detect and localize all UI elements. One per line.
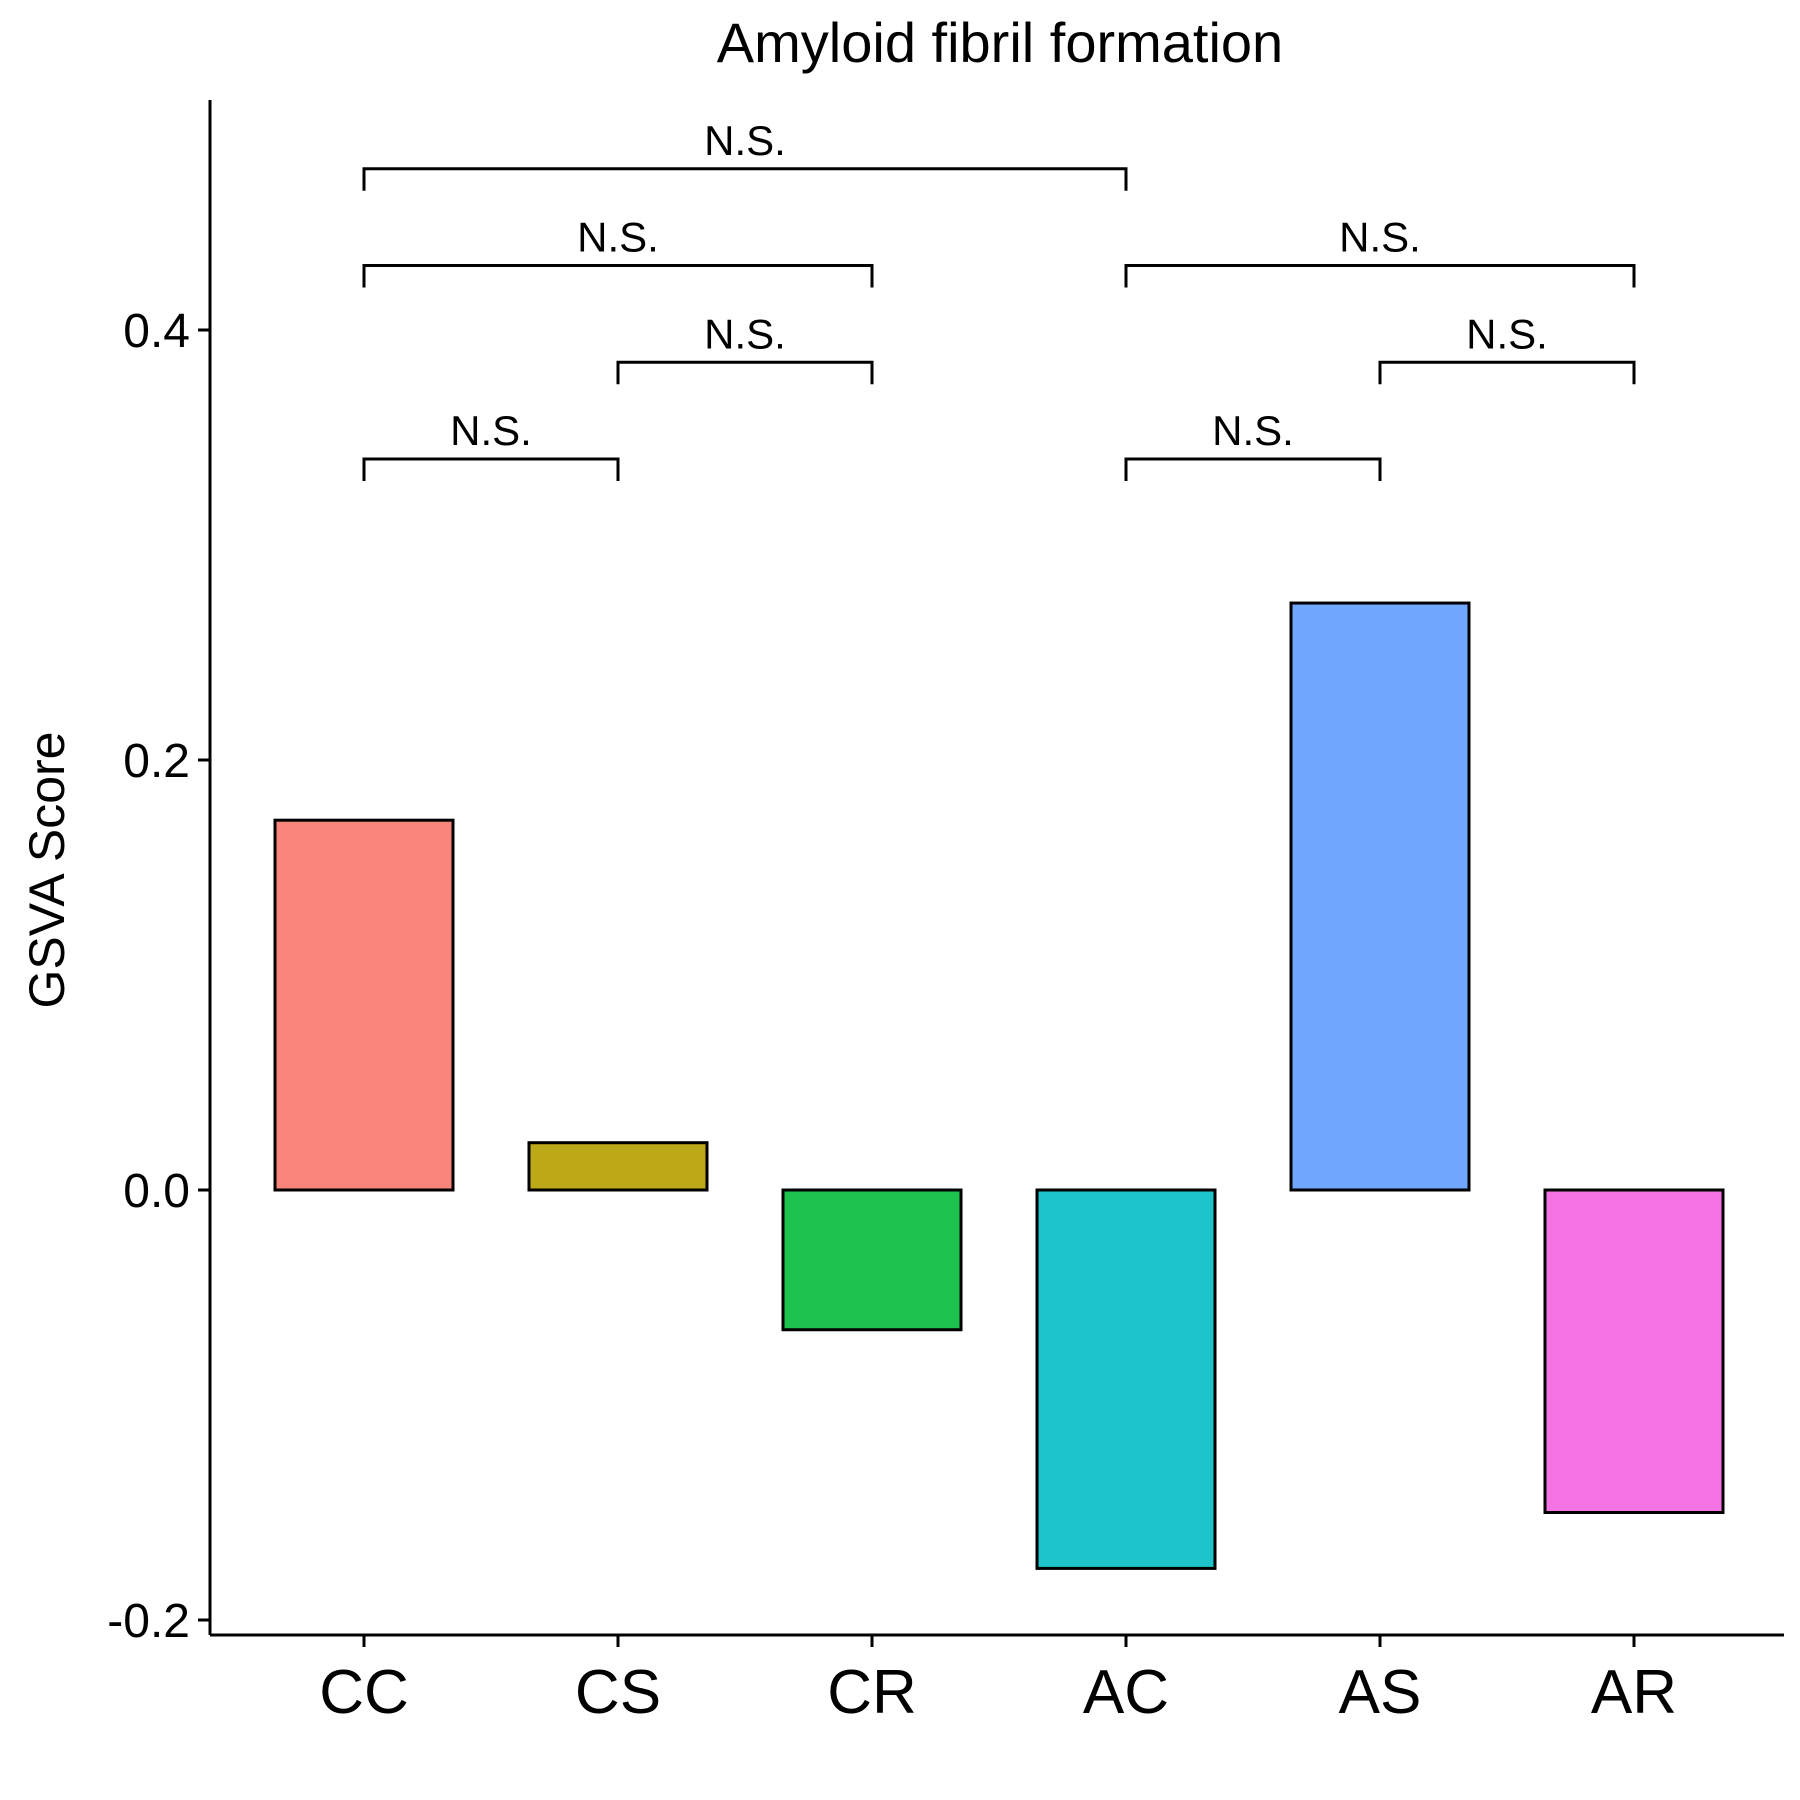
- significance-bracket: [362, 264, 874, 288]
- significance-bracket: [616, 360, 874, 385]
- y-axis-label: GSVA Score: [19, 732, 75, 1009]
- bar-cr: [781, 1188, 963, 1332]
- significance-label: N.S.: [1212, 407, 1294, 454]
- significance-label: N.S.: [704, 310, 786, 357]
- bar-ar: [1543, 1188, 1725, 1514]
- y-tick-label: -0.2: [107, 1595, 190, 1648]
- bar-as: [1289, 601, 1471, 1192]
- chart-title: Amyloid fibril formation: [717, 11, 1283, 74]
- significance-label: N.S.: [577, 214, 659, 261]
- x-tick-label: CC: [319, 1658, 409, 1727]
- significance-bracket: [362, 457, 620, 481]
- significance-bracket: [1124, 264, 1636, 288]
- significance-label: N.S.: [704, 117, 786, 164]
- y-tick-label: 0.0: [123, 1165, 190, 1218]
- significance-bracket: [1378, 360, 1636, 385]
- x-tick-label: AR: [1591, 1658, 1677, 1727]
- x-tick-label: AC: [1083, 1658, 1169, 1727]
- bar-ac: [1035, 1188, 1217, 1570]
- x-tick-label: CS: [575, 1658, 661, 1727]
- x-tick-label: CR: [827, 1658, 917, 1727]
- significance-bracket: [362, 167, 1128, 191]
- significance-label: N.S.: [1339, 214, 1421, 261]
- significance-bracket: [1124, 457, 1382, 481]
- bar-cs: [527, 1141, 709, 1192]
- plot-area: -0.2 0.0 0.2 0.4 CC CS CR AC AS AR N.S. N.S. N.S. N.S…: [107, 100, 1784, 1727]
- bar-cc: [273, 818, 455, 1192]
- significance-label: N.S.: [450, 407, 532, 454]
- x-tick-label: AS: [1339, 1658, 1422, 1727]
- significance-label: N.S.: [1466, 310, 1548, 357]
- y-tick-label: 0.2: [123, 735, 190, 788]
- y-tick-label: 0.4: [123, 305, 190, 358]
